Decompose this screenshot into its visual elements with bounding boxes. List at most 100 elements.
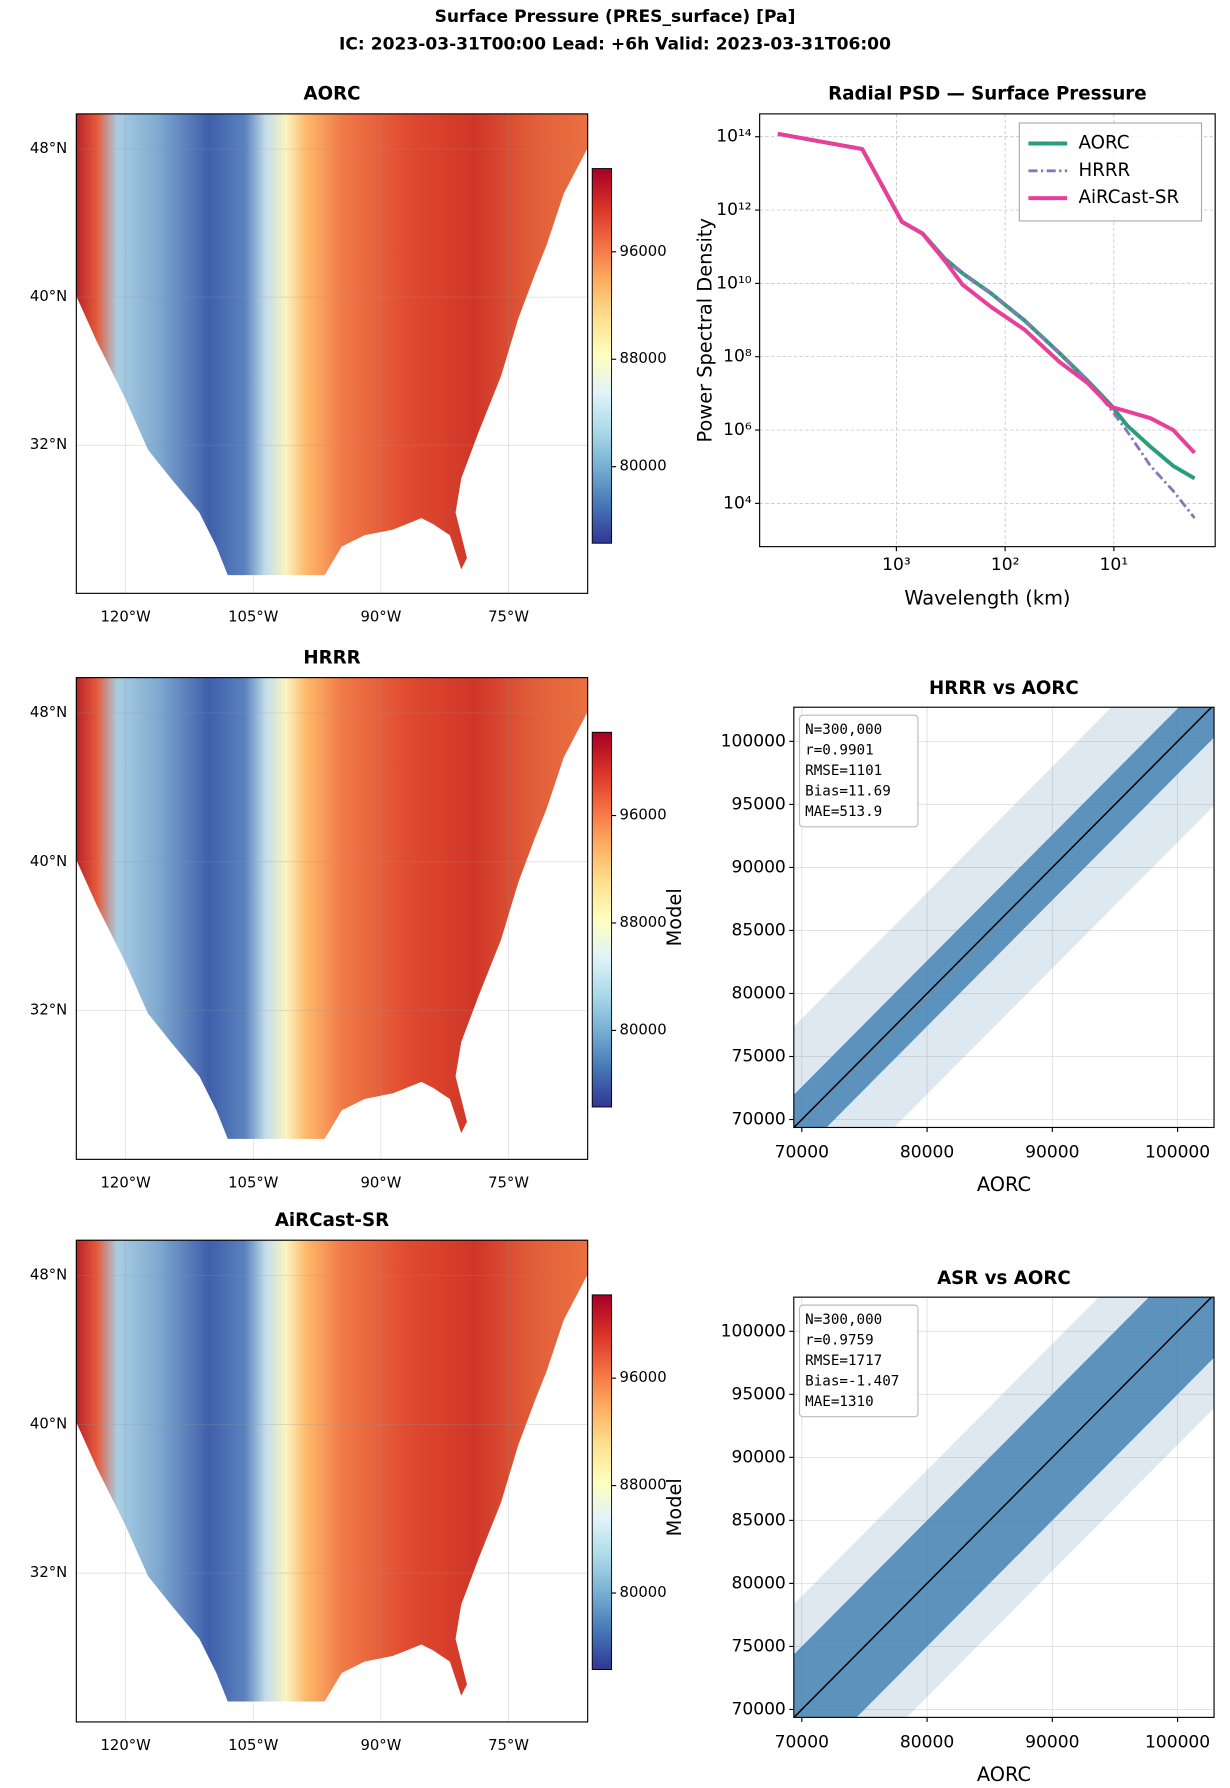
x-tick-label: 70000 — [775, 1732, 829, 1752]
one-to-one-line — [793, 1297, 1213, 1718]
colorbar-tick-label: 80000 — [620, 1021, 667, 1038]
x-tick-label: 90000 — [1025, 1143, 1079, 1163]
plot-frame — [793, 1296, 1215, 1718]
colorbar-tick-label: 88000 — [620, 1477, 667, 1494]
x-tick-label: 100000 — [1145, 1732, 1210, 1752]
x-tick-label: 75°W — [488, 608, 529, 625]
legend-label: HRRR — [1079, 160, 1131, 181]
chart-title: AiRCast-SR — [275, 1210, 389, 1231]
y-tick-label: 10⁸ — [723, 347, 752, 367]
y-tick-label: 10¹⁰ — [716, 273, 752, 293]
y-axis-label: Model — [663, 1478, 686, 1536]
stats-text: r=0.9759 — [805, 1332, 873, 1348]
colorbar-tick-label: 80000 — [620, 1584, 667, 1601]
x-tick-label: 10² — [991, 555, 1020, 575]
field-image — [76, 113, 588, 576]
chart-title: AORC — [303, 84, 360, 105]
x-tick-label: 120°W — [101, 1737, 152, 1754]
y-tick-label: 75000 — [731, 1636, 785, 1656]
colorbar-tick-label: 96000 — [620, 1369, 667, 1386]
chart-title: Radial PSD — Surface Pressure — [828, 84, 1146, 105]
y-tick-label: 80000 — [731, 983, 785, 1003]
colorbar-tick-label: 96000 — [620, 807, 667, 824]
y-tick-label: 100000 — [721, 1321, 786, 1341]
y-tick-label: 85000 — [731, 1510, 785, 1530]
y-tick-label: 90000 — [731, 857, 785, 877]
y-tick-label: 40°N — [30, 288, 67, 305]
x-tick-label: 100000 — [1145, 1143, 1210, 1163]
x-tick-label: 90°W — [360, 1174, 401, 1191]
plot-frame — [793, 706, 1215, 1129]
x-tick-label: 70000 — [775, 1143, 829, 1163]
stats-text: r=0.9901 — [805, 743, 873, 759]
y-tick-label: 48°N — [30, 704, 67, 721]
x-tick-label: 90000 — [1025, 1732, 1079, 1752]
y-axis-label: Power Spectral Density — [694, 218, 717, 442]
y-tick-label: 75000 — [731, 1047, 785, 1067]
stats-text: N=300,000 — [805, 722, 882, 738]
x-axis-label: Wavelength (km) — [904, 587, 1070, 610]
stats-text: Bias=-1.407 — [805, 1373, 899, 1389]
stats-text: Bias=11.69 — [805, 784, 891, 800]
x-tick-label: 10¹ — [1100, 555, 1129, 575]
x-tick-label: 90°W — [360, 608, 401, 625]
one-to-one-line — [793, 707, 1213, 1128]
x-tick-label: 105°W — [228, 1737, 279, 1754]
chart-title: HRRR vs AORC — [929, 678, 1079, 699]
y-tick-label: 40°N — [30, 853, 67, 870]
figure-subtitle: IC: 2023-03-31T00:00 Lead: +6h Valid: 20… — [339, 34, 891, 54]
y-tick-label: 10⁴ — [723, 493, 752, 513]
colorbar-tick-label: 96000 — [620, 243, 667, 260]
series-line — [777, 131, 1197, 455]
y-tick-label: 90000 — [731, 1447, 785, 1467]
y-tick-label: 40°N — [30, 1415, 67, 1432]
y-tick-label: 100000 — [721, 731, 786, 751]
y-tick-label: 85000 — [731, 920, 785, 940]
stats-text: RMSE=1101 — [805, 763, 882, 779]
chart-title: ASR vs AORC — [937, 1268, 1071, 1289]
y-tick-label: 70000 — [731, 1110, 785, 1130]
x-tick-label: 10³ — [882, 555, 911, 575]
y-tick-label: 32°N — [30, 1002, 67, 1019]
colorbar-tick-label: 80000 — [620, 458, 667, 475]
y-tick-label: 95000 — [731, 794, 785, 814]
field-image — [76, 1240, 588, 1702]
plot-frame — [75, 1239, 589, 1723]
point-cloud — [793, 1297, 1215, 1718]
x-tick-label: 80000 — [900, 1732, 954, 1752]
stats-text: MAE=513.9 — [805, 804, 882, 820]
x-tick-label: 90°W — [360, 1737, 401, 1754]
colorbar-tick-label: 88000 — [620, 350, 667, 367]
figure-title: Surface Pressure (PRES_surface) [Pa] — [435, 7, 796, 27]
x-tick-label: 75°W — [488, 1737, 529, 1754]
x-tick-label: 105°W — [228, 608, 279, 625]
field-image — [76, 677, 588, 1139]
stats-box — [798, 714, 919, 828]
x-tick-label: 120°W — [101, 608, 152, 625]
y-tick-label: 80000 — [731, 1573, 785, 1593]
colorbar — [591, 168, 613, 544]
legend-label: AiRCast-SR — [1079, 187, 1180, 208]
x-axis-label: AORC — [977, 1173, 1031, 1196]
y-tick-label: 10¹² — [716, 200, 751, 220]
y-tick-label: 10⁶ — [723, 420, 752, 440]
y-tick-label: 70000 — [731, 1699, 785, 1719]
colorbar — [591, 731, 613, 1108]
x-tick-label: 75°W — [488, 1174, 529, 1191]
chart-title: HRRR — [303, 647, 360, 668]
plot-frame — [75, 113, 589, 594]
y-tick-label: 32°N — [30, 1564, 67, 1581]
legend-label: AORC — [1079, 132, 1130, 153]
y-tick-label: 95000 — [731, 1384, 785, 1404]
y-tick-label: 48°N — [30, 1267, 67, 1284]
plot-frame — [75, 677, 589, 1160]
colorbar — [591, 1294, 613, 1671]
y-tick-label: 48°N — [30, 140, 67, 157]
x-tick-label: 105°W — [228, 1174, 279, 1191]
stats-text: MAE=1310 — [805, 1394, 873, 1410]
stats-text: RMSE=1717 — [805, 1353, 882, 1369]
stats-text: N=300,000 — [805, 1312, 882, 1328]
plot-frame — [759, 113, 1216, 548]
